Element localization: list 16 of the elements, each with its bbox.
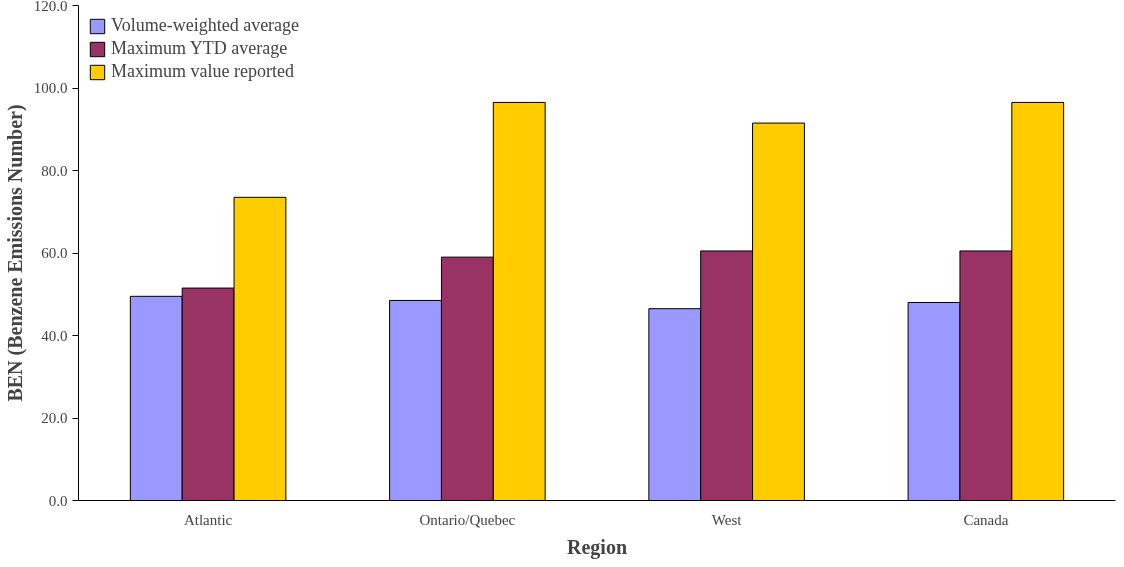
y-tick-label: 80.0 (41, 162, 68, 179)
legend-label: Maximum value reported (111, 61, 294, 82)
x-tick-label: Ontario/Quebec (419, 511, 516, 528)
y-axis-title: BEN (Benzene Emissions Number) (3, 104, 27, 402)
y-tick-label: 20.0 (41, 410, 68, 426)
y-tick-label: 0.0 (48, 492, 68, 509)
y-tick-label: 100.0 (33, 80, 68, 96)
y-tick-label: 120.0 (33, 0, 68, 14)
y-tick-label: 40.0 (41, 327, 68, 344)
y-tick-label: 60.0 (41, 245, 68, 261)
x-tick-label: Canada (963, 511, 1009, 528)
x-tick-label: West (711, 511, 743, 528)
x-tick-label: Atlantic (183, 511, 233, 528)
legend-label: Maximum YTD average (111, 38, 288, 59)
legend-label: Volume-weighted average (111, 15, 300, 36)
x-axis-title: Region (567, 535, 627, 559)
